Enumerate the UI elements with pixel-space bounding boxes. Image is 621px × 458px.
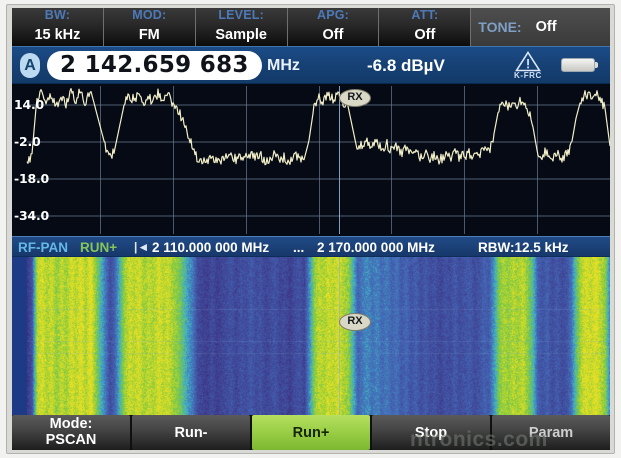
status-value-mod: FM <box>138 27 160 43</box>
status-cell-apg[interactable]: APG: Off <box>287 8 380 46</box>
warning-triangle-icon <box>515 51 541 72</box>
softkey-run-plus[interactable]: Run+ <box>252 415 370 450</box>
spectrum-plot <box>26 86 610 234</box>
status-cell-level[interactable]: LEVEL: Sample <box>195 8 288 46</box>
rx-marker-spectrum: RX <box>339 89 371 107</box>
softkey-mode-line1: Mode: <box>49 416 93 432</box>
status-key-level: LEVEL: <box>218 8 264 22</box>
status-key-mod: MOD: <box>132 8 167 22</box>
spectrum-panel[interactable]: 14.0 -2.0 -18.0 -34.0 RX <box>12 84 610 236</box>
warning-label: K-FRC <box>514 71 542 80</box>
softkey-param[interactable]: Param <box>492 415 610 450</box>
status-cell-tone[interactable]: TONE: Off <box>471 8 610 46</box>
rx-marker-waterfall: RX <box>339 313 371 331</box>
spectrum-ytick-1: -2.0 <box>14 133 41 149</box>
softkey-mode-line2: PSCAN <box>45 432 97 448</box>
status-cell-bw[interactable]: BW: 15 kHz <box>12 8 104 46</box>
battery-icon <box>561 58 599 72</box>
status-value-att: Off <box>414 27 436 43</box>
softkey-run-plus-label: Run+ <box>292 424 330 441</box>
signal-level-readout: -6.8 dBµV <box>367 56 445 75</box>
panorama-start-frequency[interactable]: 2 110.000 000 MHz <box>152 240 270 255</box>
frequency-bar: A 2 142.659 683 MHz -6.8 dBµV K-FRC <box>12 46 610 84</box>
vfo-badge[interactable]: A <box>20 53 40 78</box>
waterfall-cursor-line <box>339 257 340 415</box>
status-key-att: ATT: <box>411 8 439 22</box>
panorama-rbw[interactable]: RBW:12.5 kHz <box>478 240 569 255</box>
status-key-apg: APG: <box>316 8 350 22</box>
waterfall-canvas <box>12 257 610 415</box>
status-key-bw: BW: <box>44 8 71 22</box>
panorama-stop-frequency[interactable]: 2 170.000 000 MHz <box>317 240 435 255</box>
panorama-title: RF-PAN <box>18 240 68 255</box>
softkey-run-minus[interactable]: Run- <box>132 415 250 450</box>
battery-body <box>561 58 595 72</box>
status-value-tone: Off <box>535 19 557 35</box>
frequency-unit: MHz <box>267 57 300 74</box>
status-value-bw: 15 kHz <box>34 27 81 43</box>
softkey-mode[interactable]: Mode: PSCAN <box>12 415 130 450</box>
softkey-param-label: Param <box>528 424 574 441</box>
battery-tip <box>595 62 598 68</box>
spectrum-ytick-0: 14.0 <box>14 96 45 112</box>
spectrum-ytick-2: -18.0 <box>14 170 50 186</box>
frequency-readout[interactable]: 2 142.659 683 <box>47 51 262 80</box>
softkey-stop[interactable]: Stop <box>372 415 490 450</box>
warning-indicator: K-FRC <box>506 50 550 83</box>
softkey-bar: Mode: PSCAN Run- Run+ Stop Param <box>12 415 610 450</box>
panorama-run-state[interactable]: RUN+ <box>80 240 118 255</box>
status-cell-mod[interactable]: MOD: FM <box>103 8 196 46</box>
status-value-apg: Off <box>322 27 344 43</box>
panorama-range-dots: ... <box>293 240 305 255</box>
spectrum-ytick-3: -34.0 <box>14 207 50 223</box>
waterfall-panel[interactable]: RX <box>12 257 610 415</box>
status-value-level: Sample <box>215 27 267 43</box>
status-cell-att[interactable]: ATT: Off <box>379 8 472 46</box>
status-bar: BW: 15 kHz MOD: FM LEVEL: Sample APG: Of… <box>12 8 610 46</box>
screen: BW: 15 kHz MOD: FM LEVEL: Sample APG: Of… <box>12 8 610 450</box>
panorama-info-bar: RF-PAN RUN+ |◄ 2 110.000 000 MHz ... 2 1… <box>12 236 610 257</box>
softkey-stop-label: Stop <box>414 424 448 441</box>
status-key-tone: TONE: <box>478 19 522 35</box>
softkey-run-minus-label: Run- <box>174 424 208 441</box>
panorama-start-marker-icon: |◄ <box>134 240 150 254</box>
